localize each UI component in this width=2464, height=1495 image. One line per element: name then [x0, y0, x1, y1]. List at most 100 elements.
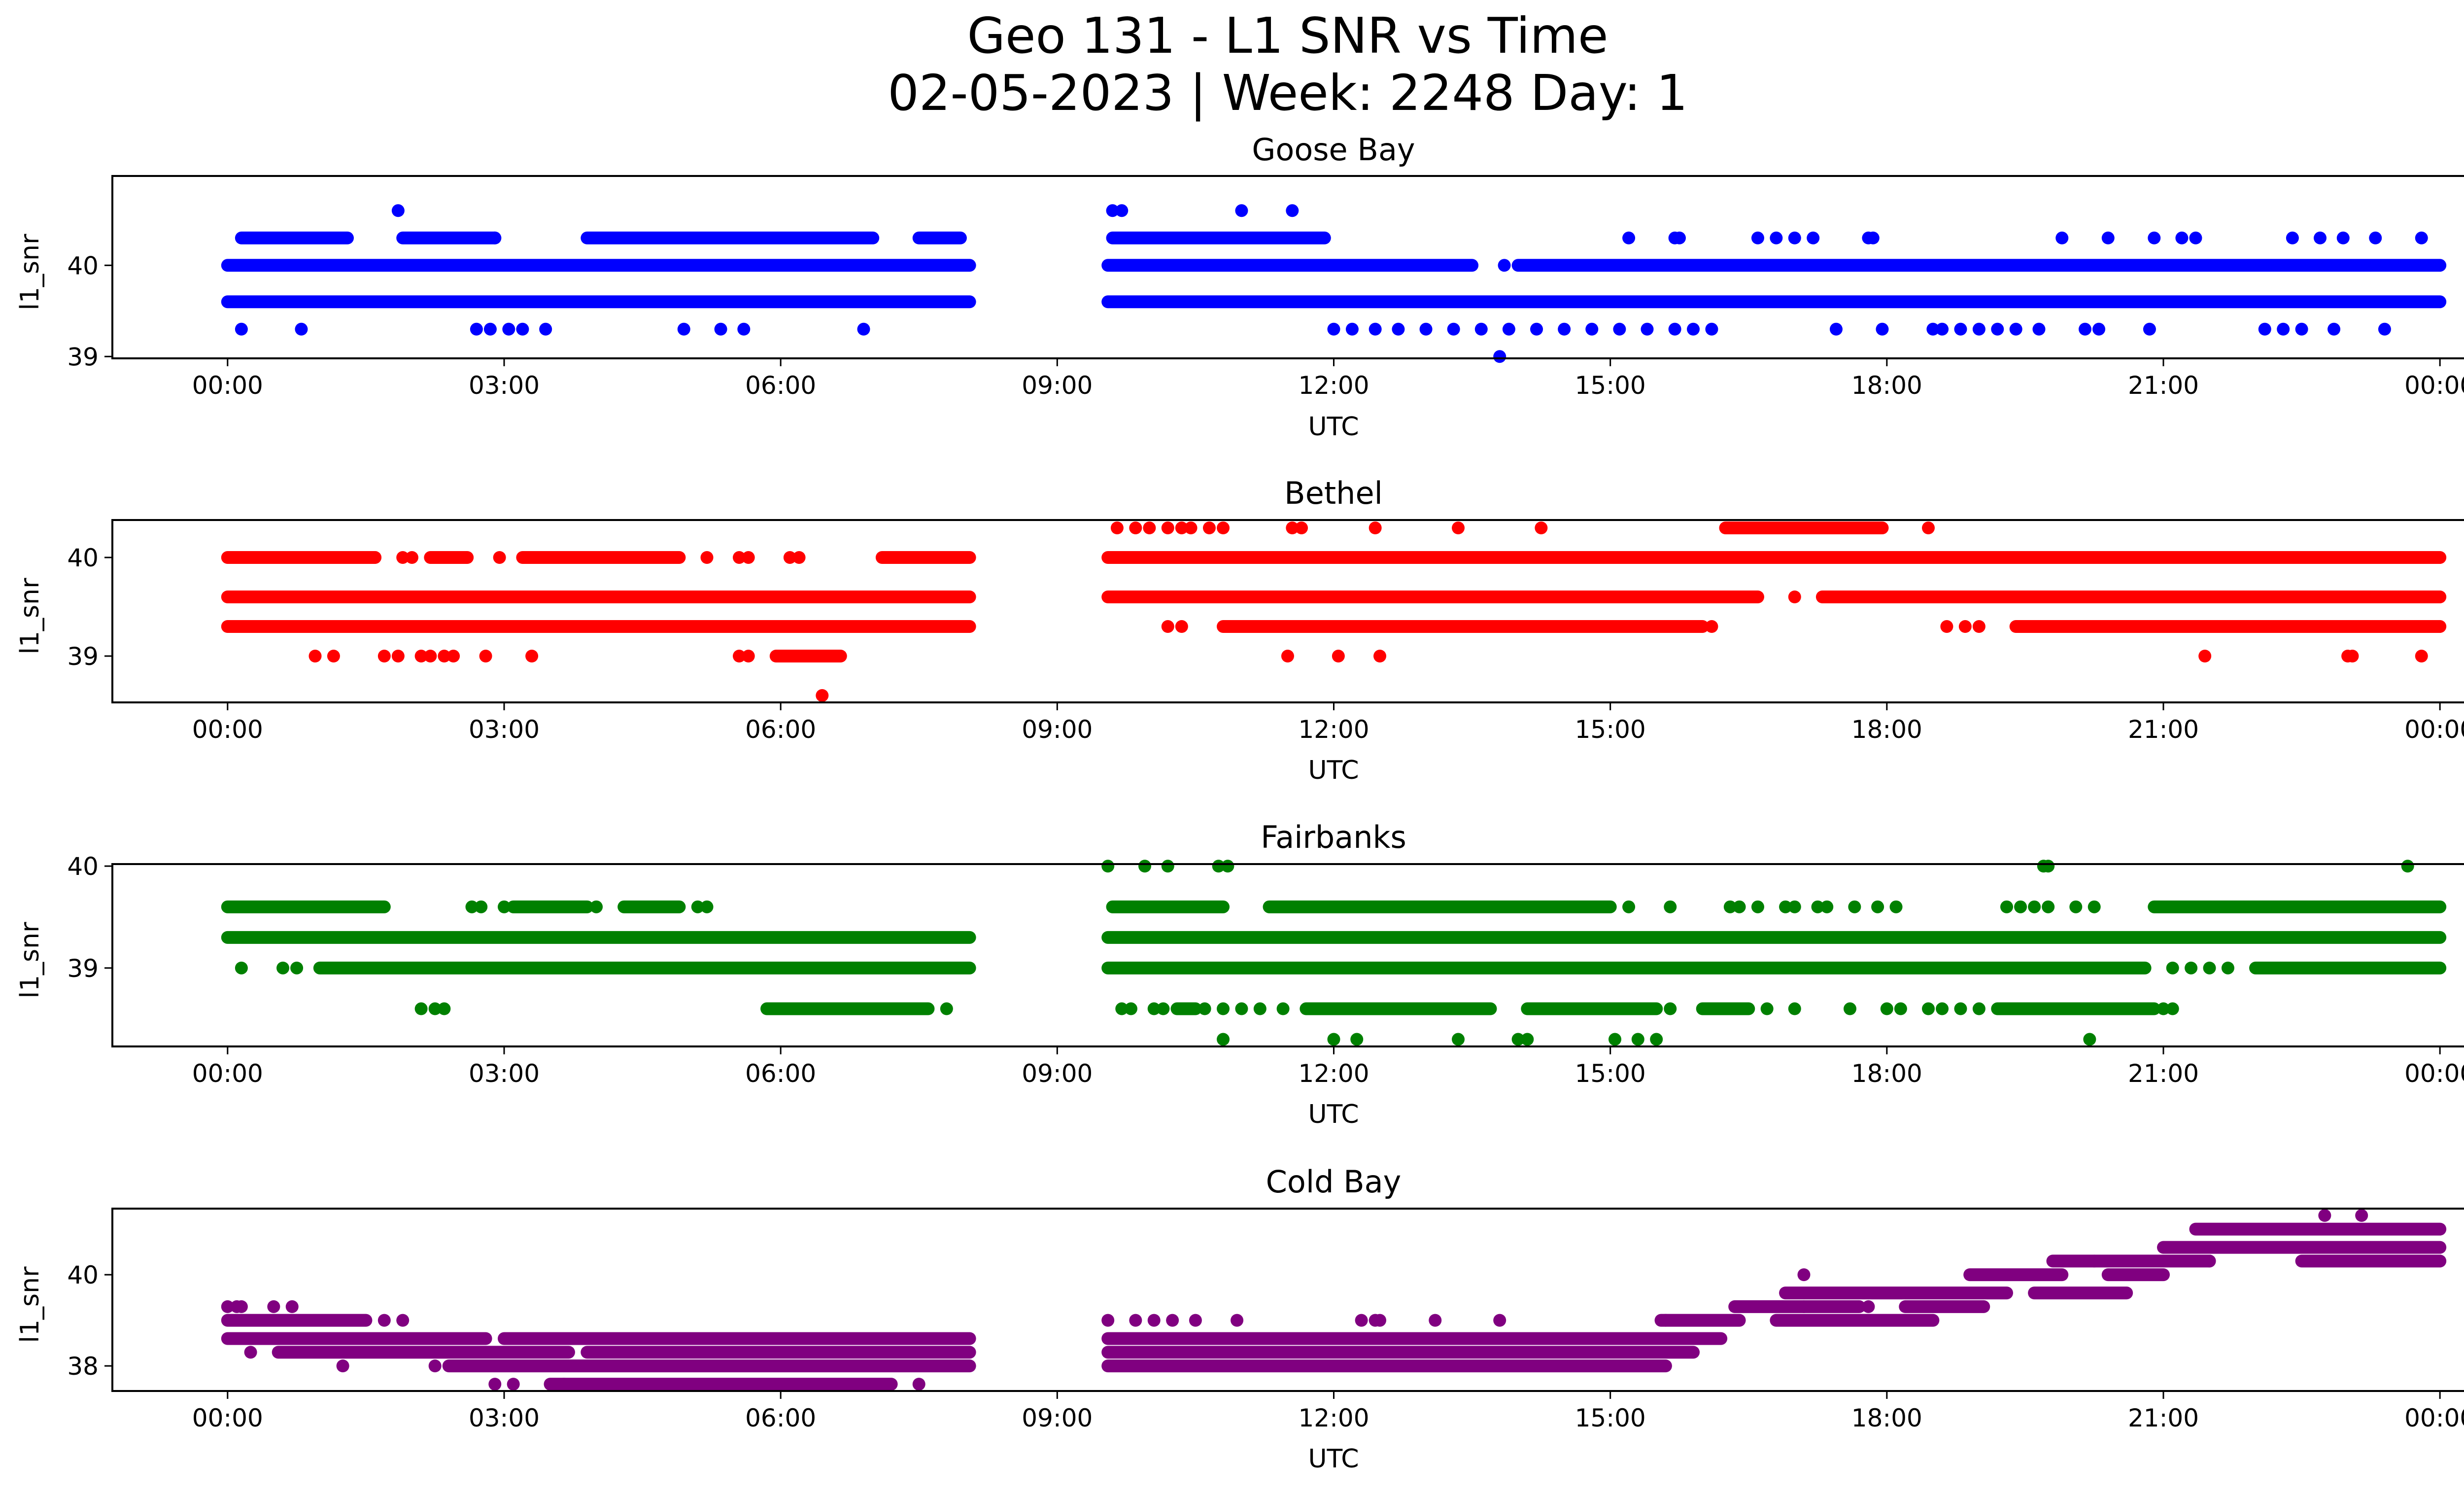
data-point [2088, 900, 2101, 913]
figure-title-line-1: Geo 131 - L1 SNR vs Time [967, 7, 1608, 65]
data-point [405, 551, 418, 564]
data-point [1751, 231, 1764, 244]
data-point [1129, 1314, 1142, 1327]
data-point [691, 900, 704, 913]
data-point [465, 900, 479, 913]
x-tick-label: 03:00 [469, 1059, 540, 1088]
data-point [488, 1378, 502, 1391]
data-point [1327, 322, 1340, 336]
data-point [1235, 1002, 1248, 1015]
x-tick-label: 12:00 [1298, 371, 1369, 400]
data-point-run [516, 551, 686, 564]
data-point [1922, 522, 1935, 534]
data-point [1452, 1033, 1465, 1046]
data-point [1871, 900, 1884, 913]
data-point-run [875, 551, 976, 564]
y-tick-label: 40 [67, 544, 99, 572]
subplot-cold-bay: Cold Bay 00:00 03:00 06:00 09:00 12:00 15:00 1… [15, 1164, 2464, 1474]
data-point [1797, 1268, 1811, 1282]
data-point [2346, 650, 2359, 662]
data-point-run [581, 1346, 976, 1359]
data-point-run [617, 900, 686, 913]
data-point [488, 231, 502, 244]
plot-frame [111, 175, 2464, 359]
data-point-run [1101, 259, 1479, 272]
data-point [2415, 231, 2428, 244]
data-point [2092, 322, 2106, 336]
data-point-run [235, 231, 354, 244]
data-point [1474, 322, 1488, 336]
data-point-run [424, 551, 474, 564]
y-axis-label: l1_snr [15, 578, 45, 655]
data-point-run [1101, 1359, 1672, 1373]
data-point [1811, 900, 1824, 913]
data-point [714, 322, 727, 336]
data-point-run [1779, 1286, 2014, 1300]
data-point [1138, 860, 1152, 873]
x-tick-label: 21:00 [2128, 715, 2199, 744]
data-point [525, 650, 539, 662]
y-axis-label: l1_snr [15, 922, 45, 999]
data-point [2079, 322, 2092, 336]
subplot-title: Bethel [1284, 475, 1383, 511]
data-point [1202, 522, 1216, 534]
data-point [1848, 900, 1861, 913]
data-point [1972, 1002, 1985, 1015]
data-point [2369, 231, 2382, 244]
data-point [479, 650, 492, 662]
x-tick-label: 03:00 [469, 1404, 540, 1432]
data-point [1972, 620, 1985, 633]
x-tick-label: 00:00 [2404, 1059, 2464, 1088]
data-point [1991, 322, 2004, 336]
data-point [1350, 1033, 1364, 1046]
x-tick-label: 18:00 [1851, 715, 1922, 744]
data-point [1235, 204, 1248, 217]
data-point [1212, 860, 1225, 873]
data-point [221, 1300, 234, 1313]
data-point [1147, 1002, 1161, 1015]
x-tick-label: 15:00 [1575, 371, 1646, 400]
data-point-run [1101, 295, 2447, 309]
x-axis-label: UTC [1308, 1100, 1359, 1129]
data-point [2143, 322, 2156, 336]
data-point-run [1170, 1002, 1202, 1015]
data-point [276, 961, 290, 974]
data-point-run [1217, 620, 1709, 633]
data-point-run [396, 231, 502, 244]
data-point [857, 322, 870, 336]
x-tick-label: 06:00 [745, 371, 816, 400]
data-point-run [221, 620, 976, 633]
data-point [428, 1359, 442, 1373]
data-point [1705, 322, 1718, 336]
x-axis-label: UTC [1308, 756, 1359, 785]
x-axis-label: UTC [1308, 1444, 1359, 1474]
data-point [244, 1346, 257, 1359]
x-tick-label: 21:00 [2128, 1059, 2199, 1088]
data-point [1760, 1002, 1774, 1015]
x-tick-label: 00:00 [2404, 371, 2464, 400]
data-point-run [313, 961, 976, 974]
data-point-run [221, 551, 382, 564]
x-tick-label: 18:00 [1851, 1404, 1922, 1432]
data-point [1770, 231, 1783, 244]
data-point [2175, 231, 2189, 244]
data-point [1723, 900, 1737, 913]
data-point [1189, 1314, 1202, 1327]
data-point [816, 689, 829, 702]
x-axis-label: UTC [1308, 412, 1359, 442]
data-point [732, 650, 746, 662]
data-point [267, 1300, 280, 1313]
data-point [1705, 620, 1718, 633]
data-point-run [1300, 1002, 1497, 1015]
y-tick-label: 40 [67, 852, 99, 881]
data-point [742, 551, 755, 564]
subplot-fairbanks: Fairbanks 00:00 03:00 06:00 09:00 12:00 15:00… [15, 819, 2464, 1129]
data-point [1664, 900, 1677, 913]
data-point-run [2189, 1222, 2447, 1236]
data-point-run [2148, 900, 2447, 913]
data-point [940, 1002, 953, 1015]
data-point [414, 1002, 428, 1015]
x-tick-label: 21:00 [2128, 371, 2199, 400]
data-point [1558, 322, 1571, 336]
